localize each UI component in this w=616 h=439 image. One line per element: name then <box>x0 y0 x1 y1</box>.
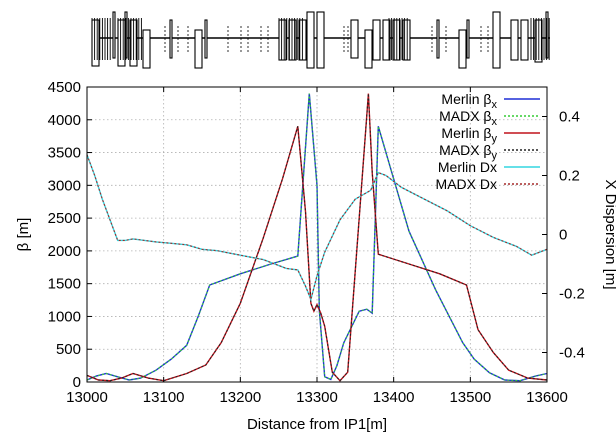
magnet-element <box>350 19 359 59</box>
x-axis-ticks: 13000 13100 13200 13300 13400 13500 13600 <box>66 87 568 406</box>
y-tick-label: 3000 <box>48 177 81 194</box>
y-tick-label: 3500 <box>48 145 81 162</box>
x-tick-label: 13500 <box>449 389 491 406</box>
legend-label: MADX βx <box>439 108 497 128</box>
legend-entry: Merlin βx <box>441 91 540 111</box>
y2-tick-label: 0.2 <box>559 168 580 185</box>
legend-label: MADX Dx <box>436 176 497 192</box>
magnet-element <box>194 29 203 69</box>
y2-tick-label: -0.2 <box>559 286 585 303</box>
y-axis-ticks: 0 500 1000 1500 2000 2500 3000 3500 4000 4500 <box>48 79 92 391</box>
y-tick-label: 4500 <box>48 79 81 96</box>
magnet-element <box>466 19 470 59</box>
magnet-element <box>278 19 287 61</box>
series-line-madx-y <box>86 93 548 382</box>
grid-lines <box>87 87 547 382</box>
magnet-element <box>306 11 315 69</box>
y-tick-label: 1500 <box>48 276 81 293</box>
x-tick-label: 13100 <box>143 389 185 406</box>
x-tick-label: 13300 <box>296 389 338 406</box>
magnet-element <box>520 19 529 61</box>
x-tick-label: 13000 <box>66 389 108 406</box>
magnet-element <box>382 19 391 61</box>
magnet-element <box>510 19 519 61</box>
magnet-element <box>112 11 116 59</box>
y2-tick-label: 0 <box>559 227 567 244</box>
y-tick-label: 4000 <box>48 112 81 129</box>
series-lines <box>86 93 548 382</box>
y2-tick-label: 0.4 <box>559 109 580 126</box>
legend-entry: MADX βy <box>439 142 540 162</box>
legend-entry: Merlin Dx <box>438 159 540 175</box>
legend-entry: MADX βx <box>439 108 540 128</box>
x-tick-label: 13600 <box>526 389 568 406</box>
magnet-element <box>402 19 411 61</box>
legend-label: MADX βy <box>439 142 497 162</box>
x-tick-label: 13400 <box>373 389 415 406</box>
legend-label: Merlin Dx <box>438 159 497 175</box>
y2-axis-label: X Dispersion [m] <box>602 179 616 289</box>
legend-label: Merlin βx <box>441 91 497 111</box>
y-tick-label: 2500 <box>48 210 81 227</box>
magnet-element <box>204 19 208 59</box>
y-tick-label: 500 <box>56 341 81 358</box>
magnet-element <box>117 19 126 67</box>
magnet-element <box>316 11 325 69</box>
magnet-element <box>91 19 100 67</box>
x-tick-label: 13200 <box>219 389 261 406</box>
legend-label: Merlin βy <box>441 125 497 145</box>
series-line-madx-dx <box>86 154 548 302</box>
magnet-element <box>458 29 467 69</box>
magnet-lattice-diagram <box>91 11 550 69</box>
y-axis-label: β [m] <box>15 218 32 252</box>
y2-tick-label: -0.4 <box>559 345 585 362</box>
series-line-madx-x <box>86 93 548 382</box>
magnet-element <box>142 29 151 69</box>
x-axis-label: Distance from IP1[m] <box>247 416 387 433</box>
y2-axis-ticks: -0.4 -0.2 0 0.2 0.4 <box>542 109 585 362</box>
magnet-element <box>364 29 373 69</box>
magnet-element <box>492 11 501 69</box>
magnet-element <box>372 19 381 61</box>
y-tick-label: 2000 <box>48 243 81 260</box>
y-tick-label: 0 <box>73 374 81 391</box>
legend-entry: MADX Dx <box>436 176 540 192</box>
magnet-element <box>169 19 173 59</box>
y-tick-label: 1000 <box>48 308 81 325</box>
legend-entry: Merlin βy <box>441 125 540 145</box>
magnet-element <box>436 19 440 59</box>
